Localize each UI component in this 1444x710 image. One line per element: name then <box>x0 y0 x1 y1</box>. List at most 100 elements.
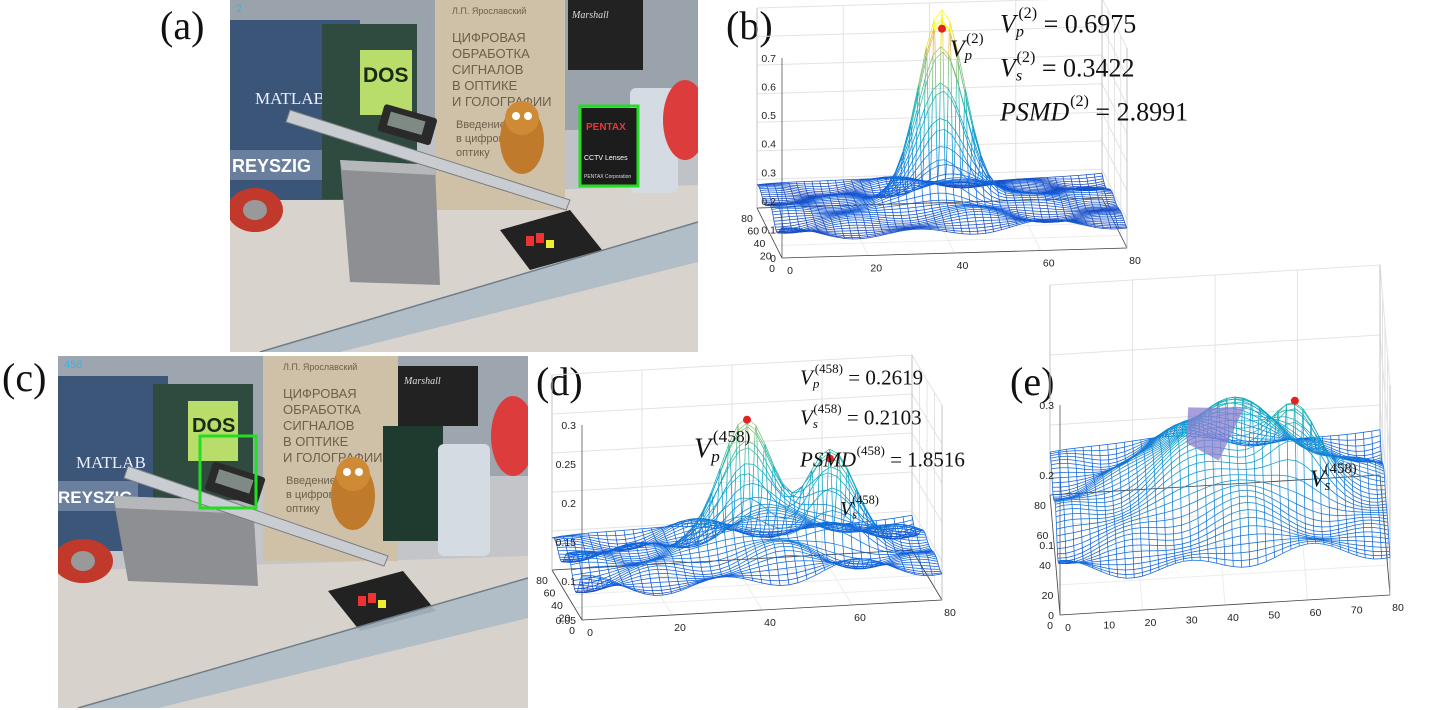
eq-psmd-d-value: = 1.8516 <box>890 447 965 472</box>
eq-psmd-b-var: PSMD <box>1000 97 1070 127</box>
eq-psmd-d-var: PSMD <box>800 447 856 472</box>
ztick-e-1: 0.1 <box>1039 540 1054 552</box>
book-dos-text-c: DOS <box>192 415 235 437</box>
book-ru-line-3: СИГНАЛОВ <box>452 62 523 77</box>
xtick-e-6: 60 <box>1310 607 1322 619</box>
ytick-d-4: 0 <box>569 625 575 637</box>
second-peak-label-e-sup: (458) <box>1324 461 1357 477</box>
ytick-d-2: 40 <box>551 600 563 612</box>
tracking-frame-photo-a: MATLAB REYSZIG DOS Л.П. Ярославский ЦИФР… <box>230 0 698 352</box>
pentax-corp-text-a: PENTAX Corporation <box>584 174 631 180</box>
xtick-e-4: 40 <box>1227 612 1239 624</box>
book-matlab-text: MATLAB <box>255 89 325 108</box>
book-dos-text: DOS <box>363 64 409 87</box>
ztick-b-0: 0 <box>770 253 776 265</box>
eq-vp-d-value: = 0.2619 <box>848 365 924 390</box>
xtick-e-2: 20 <box>1145 617 1157 629</box>
eq-vs-d-var: V <box>800 405 813 430</box>
eq-psmd-b-value: = 2.8991 <box>1095 97 1189 127</box>
panel-label-e: (e) <box>1010 359 1055 404</box>
ztick-d-2: 0.15 <box>556 537 577 549</box>
book-ru-sub-1-c: Введение <box>286 475 336 487</box>
ztick-b-1: 0.1 <box>761 224 776 236</box>
panel-label-d: (d) <box>536 359 583 404</box>
ytick-b-1: 60 <box>747 226 759 238</box>
xtick-e-0: 0 <box>1065 622 1071 634</box>
eq-vs-b-var: V <box>1000 53 1016 83</box>
pentax-brand-text-a: PENTAX <box>586 122 626 133</box>
peak-label-d-sub: p <box>711 446 720 466</box>
eq-vs-d-sup: (458) <box>813 401 842 416</box>
frame-number-a: 2 <box>236 3 243 15</box>
peak-label-d: Vp(458) <box>694 428 750 465</box>
ztick-b-5: 0.5 <box>761 110 776 122</box>
book-ru-line-1-c: ЦИФРОВАЯ <box>283 386 357 401</box>
eq-psmd-b-sup: (2) <box>1070 93 1089 110</box>
eq-psmd-d: PSMD(458) = 1.8516 <box>800 444 965 471</box>
ztick-d-1: 0.1 <box>561 576 576 588</box>
panel-label-c: (c) <box>2 355 47 400</box>
peak-marker-e-0 <box>1290 396 1299 405</box>
peak-label-d-var: V <box>694 433 712 465</box>
eq-psmd-d-sup: (458) <box>856 443 885 458</box>
ytick-d-3: 20 <box>559 613 571 625</box>
peak-label-d-sup: (458) <box>712 427 751 446</box>
book-kreyszig-text: REYSZIG <box>232 156 311 176</box>
eq-vs-b-value: = 0.3422 <box>1041 53 1135 83</box>
eq-vp-b: Vp(2) = 0.6975 <box>1000 5 1137 41</box>
xtick-e-7: 70 <box>1351 605 1363 617</box>
book-ru-line-3-c: СИГНАЛОВ <box>283 418 354 433</box>
book-ru-author-c: Л.П. Ярославский <box>283 362 357 372</box>
ztick-e-2: 0.2 <box>1039 470 1054 482</box>
xtick-d-2: 40 <box>764 617 776 629</box>
ztick-b-2: 0.2 <box>761 196 776 208</box>
ytick-e-0: 80 <box>1034 500 1046 512</box>
second-peak-label-d-sup: (458) <box>852 493 879 507</box>
book-ru-author: Л.П. Ярославский <box>452 6 526 16</box>
surface-plot-e: 0 0.1 0.2 0.3 80 60 40 20 0 0 10 20 30 40 50 60 70 80 <box>1020 264 1440 710</box>
surface-plot-d: 0.05 0.1 0.15 0.2 0.25 0.3 80 60 40 20 0 0 20 40 60 80 <box>530 354 990 710</box>
ytick-b-4: 0 <box>769 263 775 275</box>
eq-vp-b-var: V <box>1000 9 1016 39</box>
ytick-e-2: 40 <box>1039 560 1051 572</box>
pentax-sub-text-a: CCTV Lenses <box>584 155 628 162</box>
book-ru-line-1: ЦИФРОВАЯ <box>452 30 526 45</box>
marshall-text-c: Marshall <box>403 376 441 387</box>
eq-vp-b-value: = 0.6975 <box>1043 9 1137 39</box>
axes-box-e <box>1049 264 1391 616</box>
marshall-text-a: Marshall <box>571 10 609 21</box>
eq-vp-b-sup: (2) <box>1018 5 1038 22</box>
second-peak-label-d-var: V <box>840 498 853 521</box>
peak-marker-d-0 <box>743 415 751 424</box>
eq-vs-d-value: = 0.2103 <box>846 405 922 430</box>
xtick-d-0: 0 <box>587 627 593 639</box>
book-kreyszig-text-c: REYSZIG <box>58 488 133 507</box>
ytick-e-3: 20 <box>1042 590 1054 602</box>
peak-label-b-sup: (2) <box>966 31 984 47</box>
eq-vp-d: Vp(458) = 0.2619 <box>800 362 923 390</box>
ztick-e-3: 0.3 <box>1039 400 1054 412</box>
ytick-b-3: 20 <box>760 251 772 263</box>
xtick-e-8: 80 <box>1392 602 1404 614</box>
peak-marker-d-1 <box>825 454 834 463</box>
surface-mesh-e <box>1049 396 1391 579</box>
second-peak-label-e-sub: s <box>1324 478 1331 495</box>
surface-mesh-d <box>551 417 943 596</box>
xtick-b-3: 60 <box>1043 258 1055 270</box>
peak-label-b-var: V <box>950 36 965 63</box>
book-ru-line-5: И ГОЛОГРАФИИ <box>452 94 552 109</box>
panel-label-b: (b) <box>726 3 773 48</box>
eq-vs-b-sup: (2) <box>1016 49 1036 66</box>
book-ru-sub-3-c: оптику <box>286 503 320 515</box>
xtick-b-2: 40 <box>957 260 969 272</box>
peak-label-b-sub: p <box>964 48 973 65</box>
xtick-b-1: 20 <box>870 263 882 275</box>
ztick-b-3: 0.3 <box>761 167 776 179</box>
ytick-b-0: 80 <box>741 213 753 225</box>
second-peak-label-d-sub: s <box>852 507 858 522</box>
suppressed-region-e <box>1186 404 1248 461</box>
ztick-d-5: 0.3 <box>561 420 576 432</box>
ytick-b-2: 40 <box>754 238 766 250</box>
surface-mesh-b <box>756 9 1128 240</box>
book-ru-line-4: В ОПТИКЕ <box>452 78 518 93</box>
